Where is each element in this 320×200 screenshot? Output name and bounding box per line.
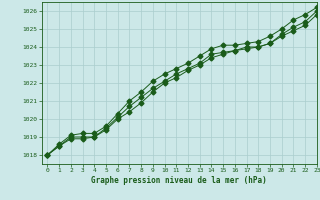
X-axis label: Graphe pression niveau de la mer (hPa): Graphe pression niveau de la mer (hPa) bbox=[91, 176, 267, 185]
